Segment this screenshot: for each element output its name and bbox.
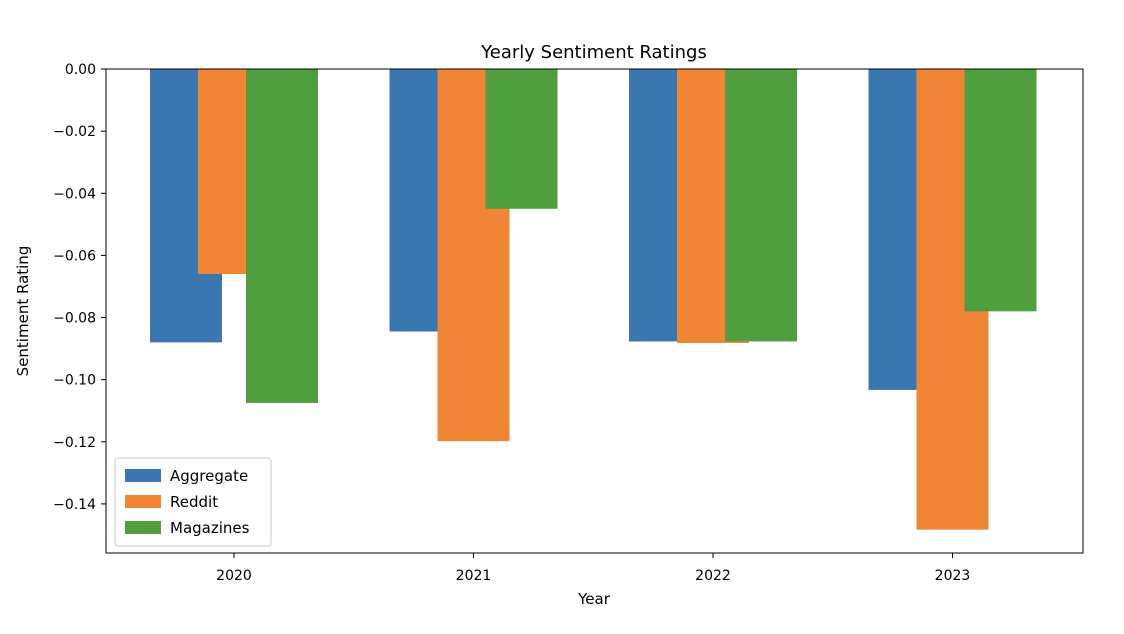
bar-magazines-2022	[725, 69, 797, 342]
y-axis-label: Sentiment Rating	[14, 246, 32, 377]
x-tick-label: 2022	[695, 568, 731, 584]
y-tick-label: −0.06	[53, 248, 96, 264]
legend-swatch-reddit	[125, 495, 161, 508]
bar-magazines-2021	[485, 69, 558, 209]
legend-swatch-aggregate	[125, 469, 161, 482]
legend-label-aggregate: Aggregate	[170, 467, 248, 485]
plot-frame	[105, 68, 1084, 554]
y-tick-label: −0.10	[53, 373, 96, 389]
bar-magazines-2023	[964, 69, 1037, 312]
bars-layer	[150, 69, 1037, 530]
x-tick-label: 2021	[456, 568, 492, 584]
x-axis: 2020 2021 2022 2023	[216, 553, 970, 584]
legend: Aggregate Reddit Magazines	[114, 457, 272, 547]
bar-magazines-2020	[246, 69, 318, 403]
x-tick-label: 2020	[216, 568, 252, 584]
y-tick-label: −0.02	[53, 124, 96, 140]
x-tick-label: 2023	[935, 568, 971, 584]
legend-swatch-magazines	[125, 521, 161, 534]
y-tick-label: −0.14	[53, 497, 96, 513]
y-tick-label: 0.00	[65, 62, 96, 78]
legend-label-magazines: Magazines	[170, 519, 250, 537]
chart-title: Yearly Sentiment Ratings	[480, 42, 707, 63]
y-tick-label: −0.12	[53, 435, 96, 451]
y-tick-label: −0.04	[53, 186, 96, 202]
legend-label-reddit: Reddit	[170, 493, 218, 511]
y-axis: 0.00 −0.02 −0.04 −0.06 −0.08 −0.10 −0.12 −0.14	[53, 62, 106, 513]
y-tick-label: −0.08	[53, 311, 96, 327]
x-axis-label: Year	[577, 590, 611, 608]
